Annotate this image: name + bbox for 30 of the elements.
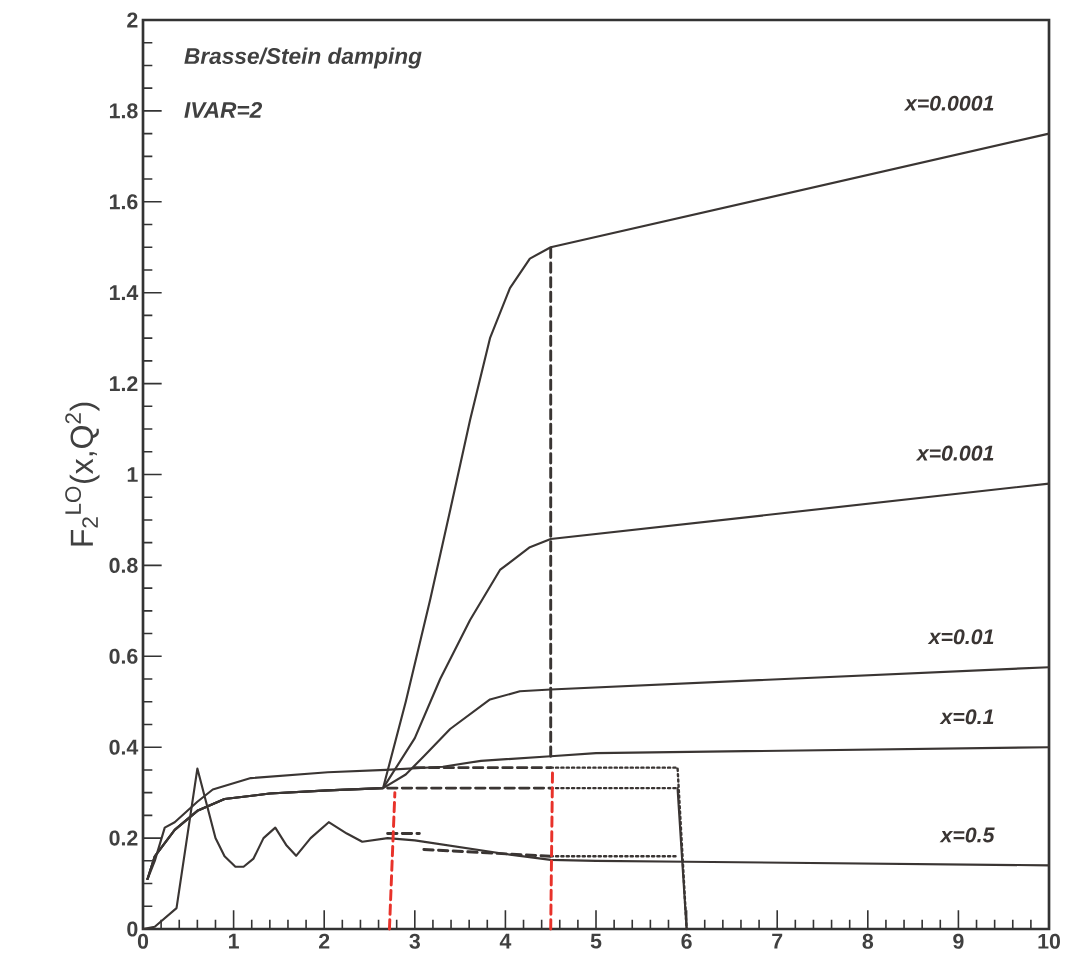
x-tick-label: 3 bbox=[409, 933, 420, 949]
y-tick-label: 0.8 bbox=[109, 557, 138, 573]
y-tick-label: 1.6 bbox=[109, 194, 138, 210]
y-axis-title: F$_{2}$$^{LO}$(x,Q$^{2}$) bbox=[65, 402, 100, 546]
series-label: x=0.001 bbox=[915, 445, 994, 461]
x-tick-label: 5 bbox=[590, 933, 602, 949]
x-tick-label: 8 bbox=[862, 933, 874, 949]
series-label: x=0.01 bbox=[927, 629, 994, 645]
y-tick-label: 0.6 bbox=[109, 648, 138, 664]
y-tick-label: 1.8 bbox=[109, 103, 138, 119]
x-tick-label: 0 bbox=[137, 933, 149, 949]
annotation: IVAR=2 bbox=[184, 101, 263, 118]
x-tick-label: 6 bbox=[681, 933, 692, 949]
series-label: x=0.1 bbox=[939, 709, 994, 725]
y-tick-label: 0.2 bbox=[109, 830, 138, 846]
y-tick-label: 1.4 bbox=[109, 285, 139, 301]
series-label: x=0.5 bbox=[939, 827, 995, 843]
x-tick-label: 9 bbox=[953, 933, 964, 949]
x-tick-label: 1 bbox=[229, 933, 239, 949]
x-tick-label: 10 bbox=[1038, 933, 1060, 949]
x-tick-label: 2 bbox=[319, 933, 330, 949]
x-tick-label: 4 bbox=[499, 933, 512, 949]
y-tick-label: 0.4 bbox=[109, 739, 139, 755]
series-label: x=0.0001 bbox=[903, 95, 994, 111]
x-tick-label: 7 bbox=[772, 933, 783, 949]
y-tick-label: 1 bbox=[127, 467, 138, 482]
y-tick-label: 2 bbox=[127, 12, 138, 28]
y-tick-label: 1.2 bbox=[109, 376, 138, 392]
annotation: Brasse/Stein damping bbox=[184, 47, 422, 69]
y-tick-label: 0 bbox=[127, 921, 138, 937]
